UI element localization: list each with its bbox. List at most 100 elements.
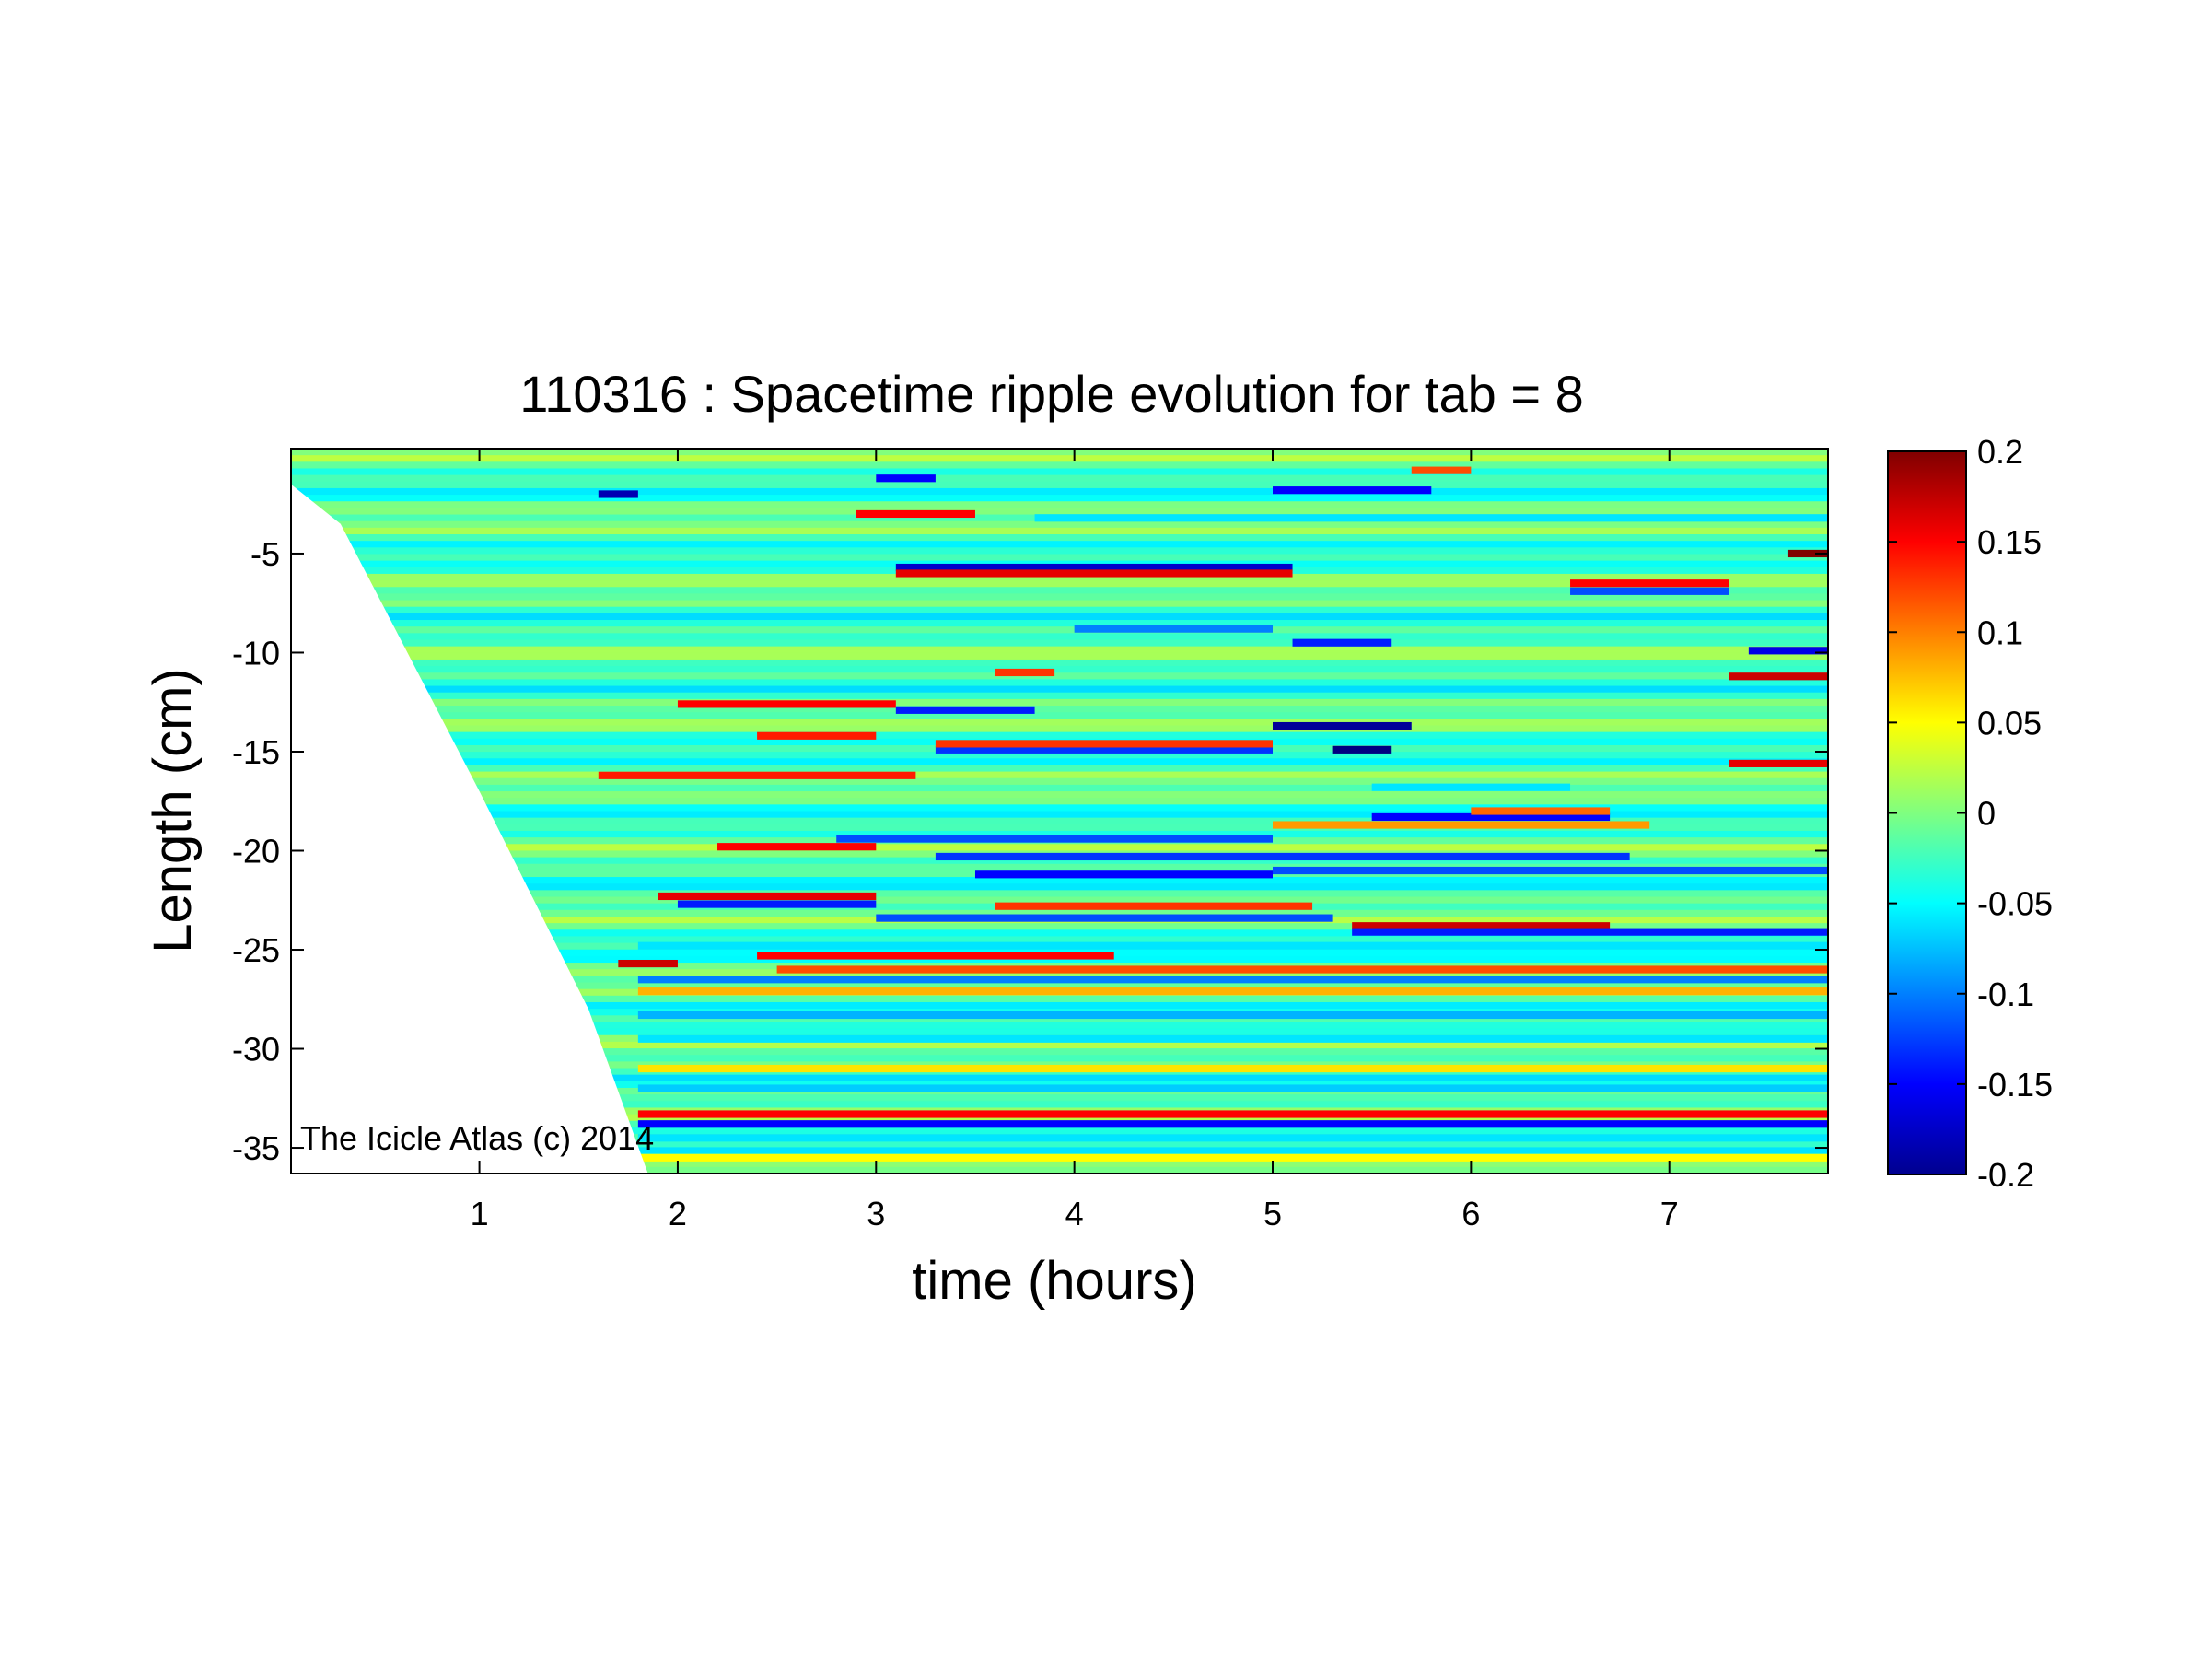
heatmap-band <box>291 593 1828 602</box>
heatmap-band <box>291 706 1828 714</box>
heatmap-band <box>291 646 1828 654</box>
heatmap-streak <box>1034 514 1828 522</box>
heatmap-band <box>291 883 1828 892</box>
heatmap-band <box>291 1001 1828 1011</box>
heatmap-streak <box>1273 486 1432 495</box>
heatmap-band <box>291 1074 1828 1082</box>
heatmap-band <box>291 639 1828 648</box>
heatmap-streak <box>637 1084 1828 1092</box>
heatmap-band <box>291 455 1828 463</box>
colorbar-tick-label: -0.05 <box>1977 885 2053 923</box>
colorbar-tick-label: 0 <box>1977 795 1996 833</box>
heatmap-streak <box>637 1064 1828 1073</box>
x-tick-label: 1 <box>471 1195 489 1233</box>
colorbar-tick-label: 0.2 <box>1977 433 2023 471</box>
heatmap-streak <box>1729 759 1828 767</box>
y-tick-label: -30 <box>232 1031 280 1069</box>
heatmap-streak <box>974 870 1274 879</box>
colorbar-tick-label: -0.2 <box>1977 1156 2034 1194</box>
heatmap-band <box>291 824 1828 832</box>
heatmap-streak <box>1787 549 1828 558</box>
heatmap-band <box>291 666 1828 674</box>
heatmap-streak <box>895 569 1293 578</box>
heatmap-streak <box>1273 866 1828 875</box>
heatmap-streak <box>757 731 877 740</box>
heatmap-band <box>291 777 1828 786</box>
heatmap-band <box>291 692 1828 700</box>
heatmap-streak <box>658 892 877 901</box>
heatmap-band <box>291 587 1828 595</box>
heatmap-band <box>291 1147 1828 1155</box>
heatmap-streak <box>677 700 896 708</box>
heatmap-streak <box>598 490 638 498</box>
heatmap-streak <box>876 914 1333 922</box>
heatmap-band <box>291 923 1828 931</box>
heatmap-band <box>291 936 1828 944</box>
colorbar: 0.2 0.15 0.1 0.05 0 -0.05 -0.1 -0.15 -0.2 <box>1887 433 2053 1194</box>
heatmap-band <box>291 896 1828 905</box>
heatmap-streak <box>618 959 678 968</box>
heatmap-band <box>291 534 1828 543</box>
heatmap-streak <box>935 745 1274 754</box>
x-tick-label: 7 <box>1660 1195 1679 1233</box>
heatmap-band <box>291 1101 1828 1109</box>
heatmap-band <box>291 909 1828 917</box>
heatmap-band <box>291 1028 1828 1036</box>
heatmap-band <box>291 527 1828 536</box>
heatmap-band <box>291 791 1828 800</box>
heatmap-band <box>291 541 1828 549</box>
heatmap-band <box>291 520 1828 529</box>
heatmap-band <box>291 1015 1828 1023</box>
heatmap-band <box>291 1140 1828 1149</box>
colorbar-ticks: 0.2 0.15 0.1 0.05 0 -0.05 -0.1 -0.15 -0.2 <box>1888 433 2053 1194</box>
heatmap-band <box>291 752 1828 760</box>
heatmap-streak <box>1273 721 1412 730</box>
heatmap-streak <box>598 771 916 779</box>
colorbar-tick-label: 0.1 <box>1977 613 2023 651</box>
heatmap-streak <box>637 987 1828 996</box>
heatmap-band <box>291 982 1828 990</box>
y-tick-label: -20 <box>232 833 280 870</box>
heatmap-band <box>291 626 1828 635</box>
heatmap-band <box>291 659 1828 668</box>
heatmap-streak <box>876 474 936 483</box>
heatmap-band <box>291 1094 1828 1103</box>
heatmap-band <box>291 863 1828 871</box>
heatmap-band <box>291 1048 1828 1057</box>
heatmap-streak <box>1352 922 1611 930</box>
plot-area: 1 2 3 4 5 6 7 -5 -10 -15 -20 -25 -30 -35 The Icicle … <box>232 448 1829 1233</box>
y-axis: -5 -10 -15 -20 -25 -30 -35 <box>232 535 1828 1167</box>
heatmap-streak <box>1411 466 1472 474</box>
heatmap-band <box>291 573 1828 582</box>
heatmap-streak <box>637 1153 1828 1162</box>
heatmap-streak <box>637 976 1828 984</box>
heatmap-streak <box>637 941 1828 950</box>
heatmap-streak <box>637 1034 1828 1043</box>
heatmap-band <box>291 554 1828 562</box>
heatmap-band <box>291 1160 1828 1168</box>
heatmap-background <box>291 449 1828 1174</box>
x-tick-label: 3 <box>867 1195 885 1233</box>
heatmap-band <box>291 1127 1828 1136</box>
heatmap-streak <box>1352 928 1828 936</box>
heatmap-band <box>291 620 1828 628</box>
heatmap-streak <box>1371 812 1611 822</box>
heatmap-band <box>291 844 1828 852</box>
heatmap-streak <box>637 1120 1828 1128</box>
heatmap-band <box>291 804 1828 812</box>
heatmap-band <box>291 685 1828 694</box>
heatmap-band <box>291 765 1828 773</box>
heatmap-band <box>291 784 1828 793</box>
heatmap-streak <box>637 1134 1828 1142</box>
heatmap-band <box>291 672 1828 681</box>
heatmap-streak <box>637 1011 1828 1020</box>
heatmap-band <box>291 474 1828 483</box>
colorbar-tick-label: -0.15 <box>1977 1066 2053 1104</box>
heatmap-band <box>291 817 1828 825</box>
y-tick-label: -35 <box>232 1129 280 1167</box>
y-tick-label: -15 <box>232 733 280 771</box>
x-tick-label: 5 <box>1263 1195 1282 1233</box>
heatmap-streak <box>1570 587 1729 595</box>
y-tick-label: -25 <box>232 931 280 969</box>
